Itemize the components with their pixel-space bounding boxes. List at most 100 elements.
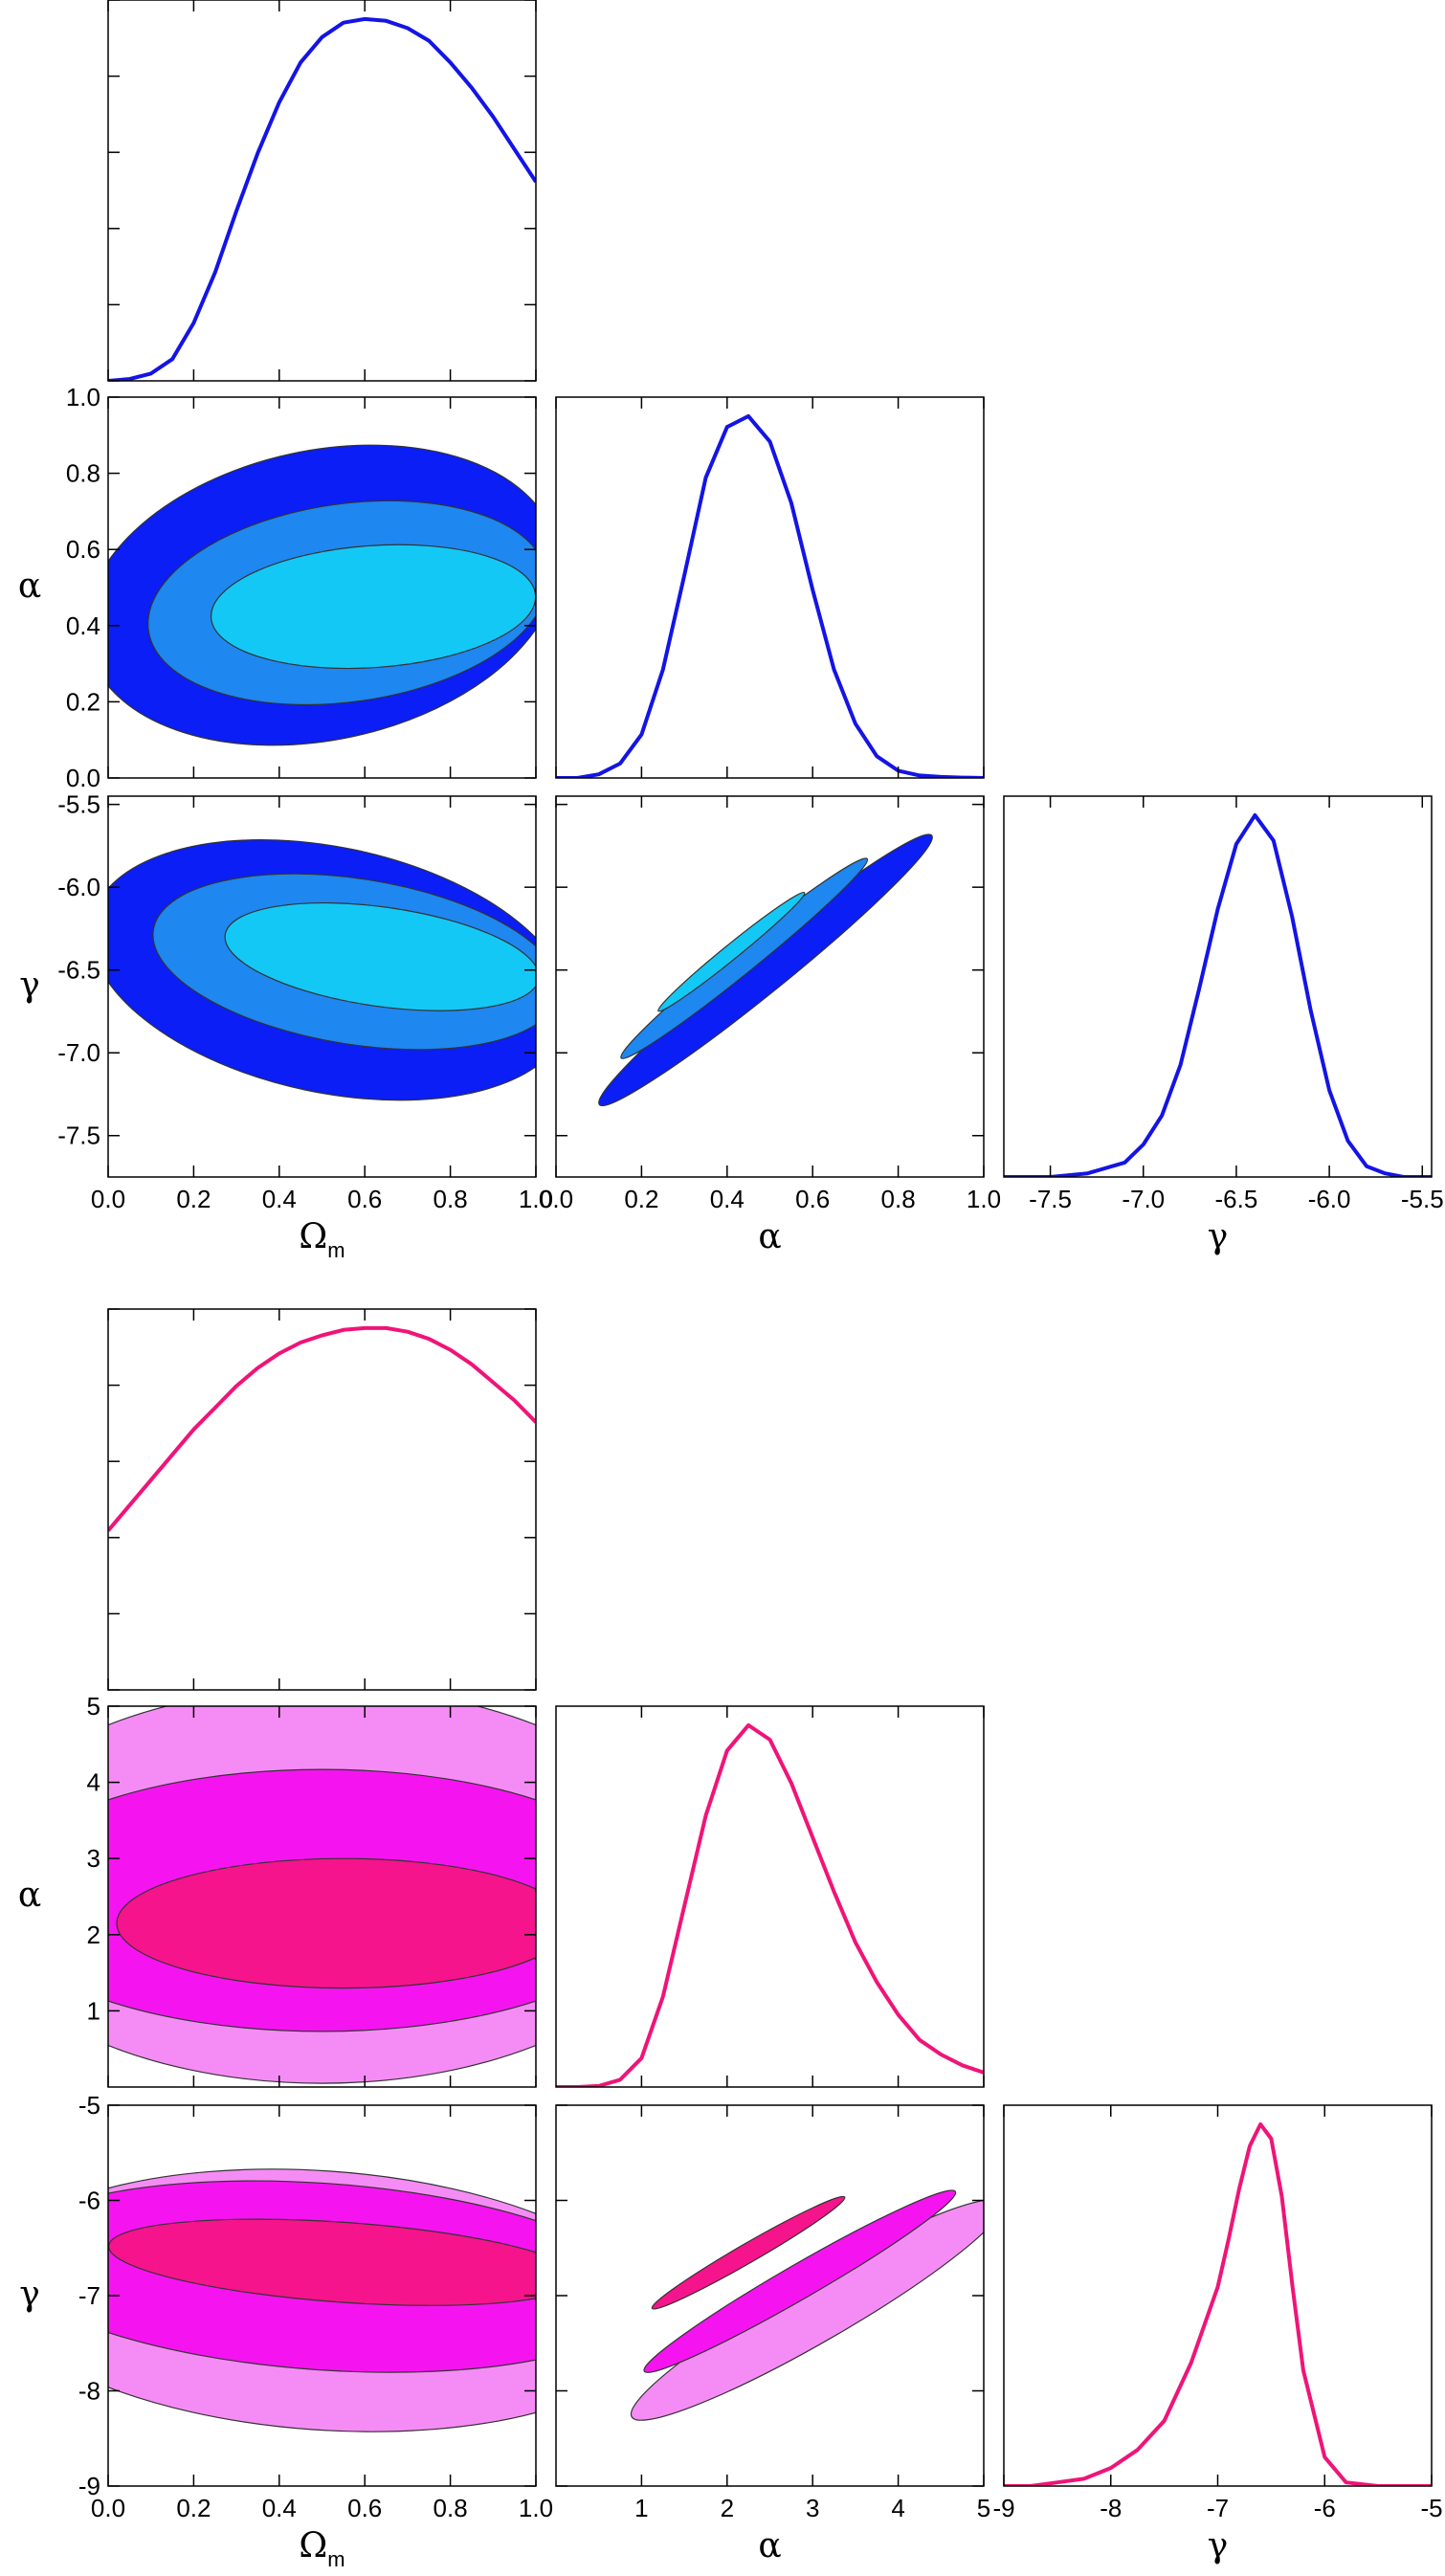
panel-frame bbox=[555, 396, 985, 779]
marginal-density-line bbox=[108, 16, 536, 381]
marginal-density-line bbox=[556, 413, 984, 778]
contour-panel-1-0-2 bbox=[107, 2104, 537, 2487]
contour-regions bbox=[108, 2168, 536, 2432]
y-tick-label: -7 bbox=[78, 2281, 100, 2310]
contour-regions bbox=[108, 839, 536, 1101]
x-tick-label: 0.2 bbox=[624, 1185, 658, 1213]
y-tick-label: -6 bbox=[78, 2187, 100, 2215]
y-tick-label: 0.0 bbox=[66, 764, 100, 792]
marginal-panel-1-2 bbox=[1003, 2104, 1433, 2487]
axis-title-symbol: α bbox=[758, 1217, 781, 1256]
axis-title-subscript: m bbox=[327, 1238, 345, 1262]
y-tick-label: 3 bbox=[87, 1844, 100, 1873]
panel-background bbox=[1004, 2105, 1432, 2486]
x-tick-label: -7 bbox=[1207, 2494, 1229, 2522]
x-tick-label: -8 bbox=[1100, 2494, 1122, 2522]
y-tick-label: -8 bbox=[78, 2377, 100, 2406]
y-tick-label: 4 bbox=[87, 1768, 100, 1797]
y-tick-label: 0.2 bbox=[66, 687, 100, 716]
axis-title: α bbox=[18, 566, 41, 606]
y-tick-label: -7.0 bbox=[57, 1038, 100, 1067]
axis-title-symbol: Ω bbox=[299, 2526, 327, 2565]
x-tick-label: 0.8 bbox=[434, 2494, 468, 2522]
axis-title-symbol: Ω bbox=[299, 1217, 327, 1256]
y-tick-label: 5 bbox=[87, 1692, 100, 1721]
x-tick-label: 4 bbox=[891, 2494, 904, 2522]
contour-panel-0-0-2 bbox=[107, 795, 537, 1178]
x-tick-label: -6.5 bbox=[1215, 1185, 1258, 1213]
marginal-density-line bbox=[556, 1722, 984, 2087]
contour-regions bbox=[598, 833, 933, 1107]
axis-title-symbol: α bbox=[18, 566, 41, 606]
axis-title-symbol: γ bbox=[19, 2275, 40, 2314]
y-tick-label: 1 bbox=[87, 1996, 100, 2025]
panel-frame bbox=[107, 1705, 537, 2088]
panel-background bbox=[108, 1309, 536, 1690]
marginal-panel-0-2 bbox=[1003, 795, 1433, 1178]
contour-regions bbox=[630, 2189, 984, 2421]
panel-frame bbox=[107, 795, 537, 1178]
panel-background bbox=[108, 0, 536, 381]
confidence-region-38pct bbox=[116, 1857, 536, 1989]
axis-title: α bbox=[758, 1217, 781, 1256]
x-tick-label: 1 bbox=[634, 2494, 648, 2522]
axis-title: γ bbox=[19, 966, 40, 1005]
x-tick-label: 0.4 bbox=[710, 1185, 745, 1213]
axis-title: Ωm bbox=[299, 2526, 345, 2571]
panel-frame bbox=[1003, 795, 1433, 1178]
panel-frame bbox=[107, 0, 537, 382]
marginal-density-line bbox=[108, 1325, 536, 1532]
x-tick-label: 0.0 bbox=[539, 1185, 573, 1213]
y-tick-label: -5.5 bbox=[57, 790, 100, 819]
x-tick-label: 1.0 bbox=[519, 2494, 553, 2522]
panel-background bbox=[1004, 796, 1432, 1177]
x-tick-label: 0.2 bbox=[176, 2494, 211, 2522]
x-tick-label: 2 bbox=[721, 2494, 734, 2522]
panel-frame bbox=[555, 795, 985, 1178]
x-tick-label: -7.0 bbox=[1122, 1185, 1165, 1213]
x-tick-label: 1.0 bbox=[967, 1185, 1001, 1213]
x-tick-label: 0.0 bbox=[91, 1185, 125, 1213]
x-tick-label: 1.0 bbox=[519, 1185, 553, 1213]
axis-title-subscript: m bbox=[327, 2547, 345, 2571]
y-tick-label: -5 bbox=[78, 2091, 100, 2120]
x-tick-label: -7.5 bbox=[1029, 1185, 1072, 1213]
panel-frame bbox=[107, 396, 537, 779]
y-tick-label: 0.8 bbox=[66, 459, 100, 488]
axis-title: Ωm bbox=[299, 1217, 345, 1262]
x-tick-label: 0.6 bbox=[347, 1185, 382, 1213]
marginal-panel-0-1 bbox=[555, 396, 985, 779]
contour-panel-1-0-1 bbox=[107, 1705, 537, 2088]
axis-title: α bbox=[758, 2526, 781, 2565]
x-tick-label: 3 bbox=[806, 2494, 819, 2522]
marginal-panel-1-1 bbox=[555, 1705, 985, 2088]
contour-regions bbox=[108, 444, 536, 746]
panel-background bbox=[556, 1706, 984, 2087]
confidence-region-68pct bbox=[643, 2189, 957, 2373]
x-tick-label: 0.8 bbox=[881, 1185, 916, 1213]
contour-panel-1-1-2 bbox=[555, 2104, 985, 2487]
x-tick-label: -5 bbox=[1420, 2494, 1442, 2522]
x-tick-label: 0.4 bbox=[262, 1185, 297, 1213]
x-tick-label: -9 bbox=[992, 2494, 1014, 2522]
y-tick-label: 0.6 bbox=[66, 535, 100, 564]
y-tick-label: -9 bbox=[78, 2472, 100, 2500]
x-tick-label: 0.4 bbox=[262, 2494, 297, 2522]
marginal-panel-1-0 bbox=[107, 1308, 537, 1691]
x-tick-label: 0.2 bbox=[176, 1185, 211, 1213]
x-tick-label: 0.6 bbox=[795, 1185, 830, 1213]
axis-title-symbol: γ bbox=[1208, 2526, 1229, 2565]
confidence-region-38pct bbox=[651, 2195, 846, 2310]
axis-title: γ bbox=[1208, 1217, 1229, 1256]
axis-title: γ bbox=[1208, 2526, 1229, 2565]
y-tick-label: -6.5 bbox=[57, 956, 100, 985]
axis-title-symbol: α bbox=[758, 2526, 781, 2565]
panel-background bbox=[556, 397, 984, 778]
marginal-density-line bbox=[1004, 812, 1432, 1177]
contour-regions bbox=[108, 1706, 536, 2084]
axis-title: α bbox=[18, 1876, 41, 1915]
marginal-density-line bbox=[1004, 2121, 1432, 2486]
y-tick-label: 0.4 bbox=[66, 611, 100, 640]
x-tick-label: -5.5 bbox=[1401, 1185, 1444, 1213]
